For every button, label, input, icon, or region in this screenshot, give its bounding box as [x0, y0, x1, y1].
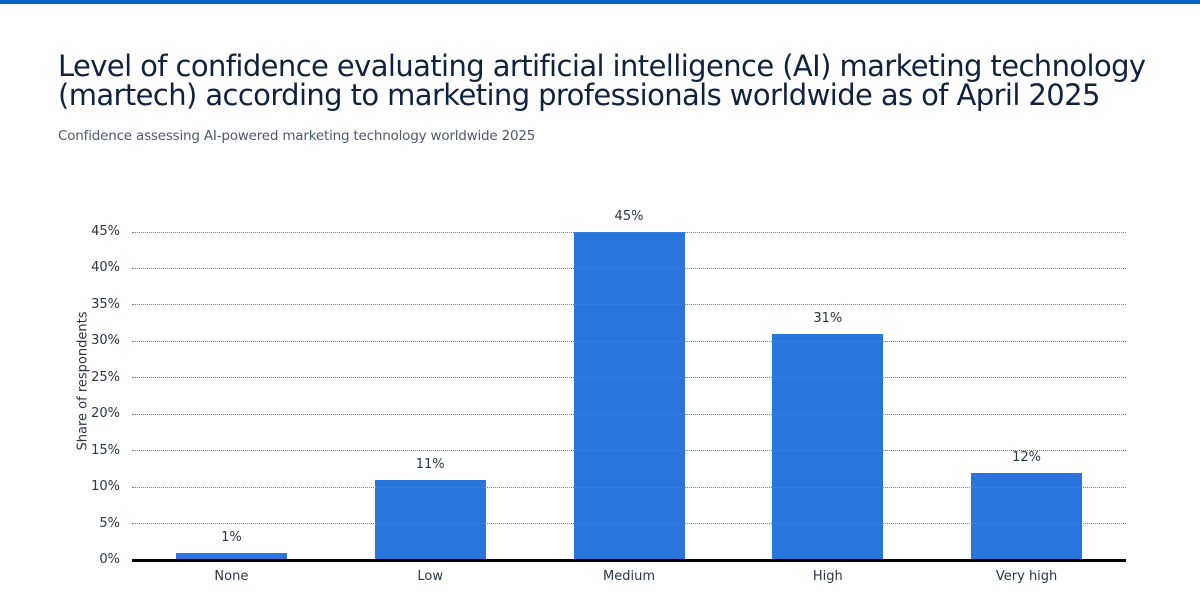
bar-value-label: 31% [813, 311, 843, 327]
x-tick-label: None [214, 569, 249, 584]
y-tick-label: 25% [91, 369, 120, 385]
y-tick-label: 45% [91, 224, 120, 239]
y-tick-label: 40% [91, 260, 120, 276]
y-tick-label: 30% [91, 333, 120, 349]
bar-value-label: 12% [1012, 449, 1042, 465]
y-tick-label: 5% [99, 515, 120, 531]
bar-high[interactable] [772, 334, 884, 560]
y-tick-label: 10% [91, 479, 120, 495]
gridline [132, 413, 1126, 415]
x-tick-label: High [812, 569, 843, 584]
y-tick-label: 15% [91, 442, 120, 458]
gridline [132, 377, 1126, 379]
x-tick-label: Medium [603, 569, 655, 584]
chart-title-line-2: (martech) according to marketing profess… [58, 78, 1100, 112]
chart-subtitle: Confidence assessing AI-powered marketin… [58, 128, 536, 144]
x-axis-baseline [132, 559, 1126, 562]
x-tick-label: Low [417, 569, 443, 584]
bar-value-label: 11% [415, 456, 445, 472]
gridline [132, 231, 1126, 233]
top-accent-bar [0, 0, 1200, 4]
bar-low[interactable] [374, 479, 486, 560]
gridline [132, 340, 1126, 342]
y-tick-label: 35% [91, 296, 120, 312]
bar-none[interactable] [175, 552, 287, 560]
bar-value-label: 1% [221, 529, 242, 545]
gridline [132, 523, 1126, 525]
y-tick-label: 0% [99, 552, 120, 567]
bar-value-label: 45% [614, 209, 644, 224]
y-tick-label: 20% [91, 406, 120, 422]
chart-title: Level of confidence evaluating artificia… [58, 52, 1178, 110]
gridline [132, 450, 1126, 452]
gridline [132, 486, 1126, 488]
bar-medium[interactable] [573, 232, 685, 560]
x-tick-label: Very high [995, 569, 1058, 584]
gridline [132, 267, 1126, 269]
chart-title-line-1: Level of confidence evaluating artificia… [58, 49, 1146, 83]
gridline [132, 304, 1126, 306]
